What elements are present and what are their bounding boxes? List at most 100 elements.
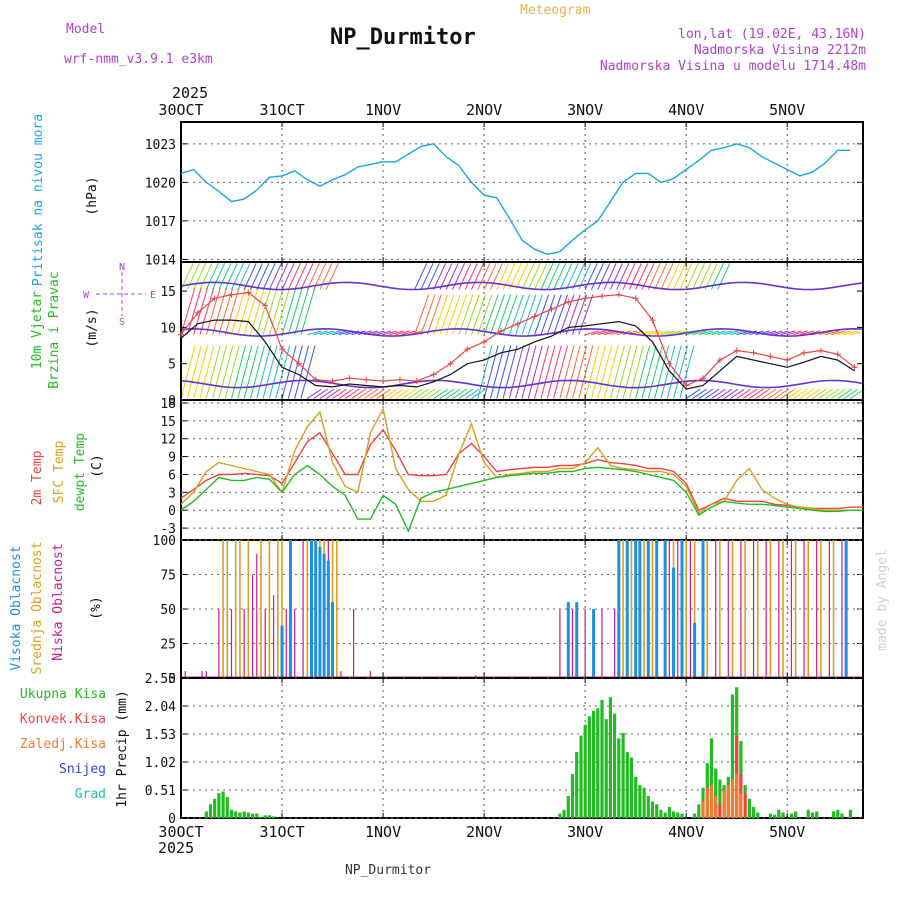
wind-speed-line bbox=[180, 319, 855, 390]
wind-barb bbox=[212, 287, 228, 335]
wind-barb bbox=[565, 263, 579, 290]
wind-barb bbox=[843, 388, 859, 399]
total-rain-bar bbox=[768, 813, 772, 818]
frozen-rain-bar bbox=[709, 785, 714, 818]
y-tick-label: 12 bbox=[160, 433, 176, 448]
dewpt-temp-line bbox=[180, 464, 863, 533]
y-tick-label: 50 bbox=[160, 603, 176, 618]
year-bottom: 2025 bbox=[158, 839, 194, 857]
lonlat-label: lon,lat (19.02E, 43.16N) bbox=[678, 27, 866, 42]
wind-barb bbox=[553, 263, 567, 290]
total-rain-bar bbox=[221, 791, 225, 818]
wind-barb bbox=[237, 287, 253, 335]
wind-barb bbox=[603, 345, 619, 399]
wind-barb bbox=[578, 294, 594, 335]
bottom-day-label: 2NOV bbox=[466, 823, 502, 841]
sfc-temp-title: SFC Temp bbox=[52, 441, 67, 504]
station-title: NP_Durmitor bbox=[330, 25, 476, 50]
bottom-day-label: 4NOV bbox=[668, 823, 704, 841]
wind-barb bbox=[609, 345, 625, 399]
temp-unit: (C) bbox=[90, 454, 105, 477]
wind-barb bbox=[704, 263, 718, 290]
clouds-panel: 0 25 50 75 100 bbox=[153, 534, 864, 687]
y-tick-label: 9 bbox=[168, 451, 176, 466]
wind-barb bbox=[590, 345, 606, 399]
y-tick-label: 6 bbox=[168, 468, 176, 483]
wind-barb bbox=[294, 287, 310, 335]
wind-barb bbox=[667, 330, 682, 336]
wind-barb bbox=[489, 294, 505, 335]
legend-total-rain: Ukupna Kisa bbox=[20, 687, 106, 702]
wind-barb bbox=[837, 388, 853, 399]
total-rain-bar bbox=[646, 796, 650, 818]
wind-barb bbox=[268, 263, 282, 290]
total-rain-bar bbox=[794, 811, 798, 818]
bottom-day-label: 31OCT bbox=[259, 823, 304, 841]
wind-barb bbox=[616, 263, 630, 290]
wind-barb bbox=[332, 330, 347, 336]
wind-barb bbox=[755, 330, 770, 336]
year-top: 2025 bbox=[172, 84, 208, 102]
compass-n: N bbox=[119, 262, 125, 273]
wind-barb bbox=[363, 388, 379, 399]
wind-barb bbox=[218, 263, 232, 290]
frozen-rain-bar bbox=[735, 774, 739, 818]
total-rain-bar bbox=[789, 813, 794, 818]
wind-barb bbox=[281, 263, 295, 290]
y-tick-label: 1023 bbox=[145, 138, 176, 153]
temp2m-title: 2m Temp bbox=[30, 450, 45, 505]
wind-barb bbox=[477, 263, 491, 290]
wind-barb bbox=[193, 263, 207, 290]
wind-barb bbox=[515, 263, 529, 290]
conv-rain-bar bbox=[718, 804, 722, 818]
total-rain-bar bbox=[208, 804, 213, 818]
legend-conv-rain: Konvek.Kisa bbox=[20, 712, 106, 727]
total-rain-bar bbox=[259, 816, 263, 818]
wind-barb bbox=[654, 263, 668, 290]
wind-barb bbox=[654, 345, 670, 399]
y-tick-label: 0 bbox=[168, 394, 176, 409]
bottom-day-label: 30OCT bbox=[158, 823, 203, 841]
wind-barb bbox=[647, 263, 661, 290]
bottom-day-label: 1NOV bbox=[365, 823, 401, 841]
total-rain-bar bbox=[625, 752, 629, 818]
top-day-label: 31OCT bbox=[259, 101, 304, 119]
wind-barb bbox=[401, 330, 417, 336]
wind-barb bbox=[287, 263, 301, 290]
wind-barb bbox=[243, 345, 259, 399]
model-altitude-label: Nadmorska Visina u modelu 1714.48m bbox=[600, 59, 866, 74]
wind-barb bbox=[698, 388, 714, 399]
pressure-panel: 1014 1017 1020 1023 bbox=[145, 121, 864, 268]
total-rain-bar bbox=[806, 809, 810, 818]
total-rain-bar bbox=[663, 812, 667, 818]
y-tick-label: 2.55 bbox=[145, 672, 176, 687]
wind-barb bbox=[471, 263, 484, 290]
wind-barb bbox=[496, 294, 512, 335]
wind-barb bbox=[231, 287, 246, 335]
total-rain-bar bbox=[608, 697, 612, 818]
wind-barb bbox=[199, 287, 215, 335]
wind-panel: 0 5 10 15 bbox=[160, 261, 865, 409]
wind-barb bbox=[464, 388, 480, 399]
wind-barb bbox=[445, 388, 461, 399]
wind-barb bbox=[540, 345, 556, 399]
y-tick-label: 0 bbox=[168, 672, 176, 687]
wind-barb bbox=[420, 388, 436, 399]
wind-barb bbox=[711, 388, 726, 399]
wind-barb bbox=[325, 263, 339, 290]
total-rain-bar bbox=[621, 732, 625, 818]
total-rain-bar bbox=[267, 815, 271, 818]
wind-barb bbox=[458, 263, 472, 290]
wind-barb bbox=[212, 345, 228, 399]
side-labels: Pritisak na nivou mora (hPa) 10m Vjetar … bbox=[9, 114, 130, 808]
total-rain-bar bbox=[747, 798, 751, 818]
wind-barb bbox=[180, 345, 196, 399]
wind-barb bbox=[205, 287, 221, 335]
wind-barb bbox=[224, 263, 238, 290]
wind-barb bbox=[249, 345, 265, 399]
wind-barb bbox=[477, 345, 493, 399]
wind-barb bbox=[489, 345, 505, 399]
meteogram-label: Meteogram bbox=[520, 3, 591, 18]
wind-barb bbox=[420, 294, 436, 335]
wind-barb bbox=[584, 345, 600, 399]
